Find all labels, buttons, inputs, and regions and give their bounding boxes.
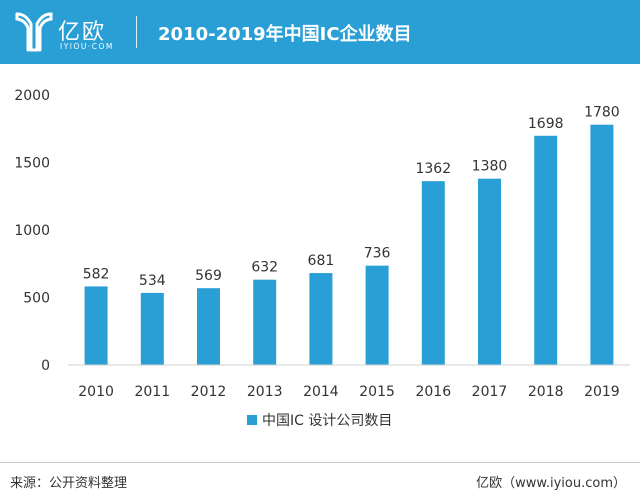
data-label-2016: 1362 bbox=[415, 161, 451, 177]
y-axis: 0 500 1000 1500 2000 bbox=[14, 88, 50, 374]
x-tick-label: 2012 bbox=[191, 384, 227, 400]
bar-2013 bbox=[253, 279, 277, 365]
bar-2017 bbox=[478, 178, 501, 365]
y-tick-label: 1000 bbox=[14, 223, 50, 239]
bar-2010 bbox=[84, 286, 108, 365]
x-tick-label: 2015 bbox=[359, 384, 395, 400]
bar-2016 bbox=[421, 181, 445, 365]
bar-2019 bbox=[590, 124, 614, 365]
data-label-2019: 1780 bbox=[584, 105, 620, 121]
y-tick-label: 1500 bbox=[14, 156, 50, 172]
footer-divider bbox=[0, 462, 640, 463]
legend-label: 中国IC 设计公司数目 bbox=[262, 413, 392, 429]
x-tick-label: 2018 bbox=[528, 384, 564, 400]
bar-2015 bbox=[365, 265, 389, 365]
x-tick-label: 2014 bbox=[303, 384, 339, 400]
chart-title: 2010-2019年中国IC企业数目 bbox=[158, 24, 412, 45]
data-label-2018: 1698 bbox=[528, 116, 564, 132]
bar-2018 bbox=[534, 135, 558, 365]
bar-2012 bbox=[197, 288, 220, 365]
x-tick-label: 2016 bbox=[415, 384, 451, 400]
legend: 中国IC 设计公司数目 bbox=[247, 413, 392, 429]
data-label-2011: 534 bbox=[139, 273, 166, 289]
bar-chart: 0 500 1000 1500 2000 582 534 569 632 681 736 1362 1… bbox=[14, 88, 630, 429]
logo-name: 亿欧 bbox=[58, 20, 107, 45]
legend-swatch bbox=[247, 415, 257, 425]
bar-2011 bbox=[140, 292, 164, 365]
iyiou-logo: 亿欧 IYIOU·COM bbox=[14, 8, 134, 56]
y-tick-label: 500 bbox=[23, 291, 50, 307]
data-label-2010: 582 bbox=[83, 266, 110, 282]
x-axis: 2010 2011 2012 2013 2014 2015 2016 2017 2018 2019 bbox=[68, 364, 630, 400]
header-banner: 亿欧 IYIOU·COM 2010-2019年中国IC企业数目 bbox=[0, 0, 640, 64]
brand-note: 亿欧（www.iyiou.com） bbox=[476, 476, 626, 491]
x-tick-label: 2013 bbox=[247, 384, 283, 400]
data-label-2014: 681 bbox=[308, 253, 335, 269]
data-label-2017: 1380 bbox=[472, 159, 508, 175]
bars: 582 534 569 632 681 736 1362 1380 1698 1780 bbox=[83, 105, 620, 365]
y-tick-label: 0 bbox=[41, 358, 50, 374]
bar-2014 bbox=[309, 273, 333, 365]
source-note: 来源：公开资料整理 bbox=[10, 476, 128, 491]
x-tick-label: 2010 bbox=[78, 384, 114, 400]
x-tick-label: 2017 bbox=[472, 384, 508, 400]
iyiou-logo-icon bbox=[15, 12, 53, 52]
x-tick-label: 2019 bbox=[584, 384, 620, 400]
header-divider bbox=[136, 16, 137, 48]
logo-subtitle: IYIOU·COM bbox=[60, 42, 114, 51]
data-label-2012: 569 bbox=[195, 268, 222, 284]
data-label-2013: 632 bbox=[251, 260, 278, 276]
y-tick-label: 2000 bbox=[14, 88, 50, 104]
x-tick-label: 2011 bbox=[134, 384, 170, 400]
data-label-2015: 736 bbox=[364, 246, 391, 262]
